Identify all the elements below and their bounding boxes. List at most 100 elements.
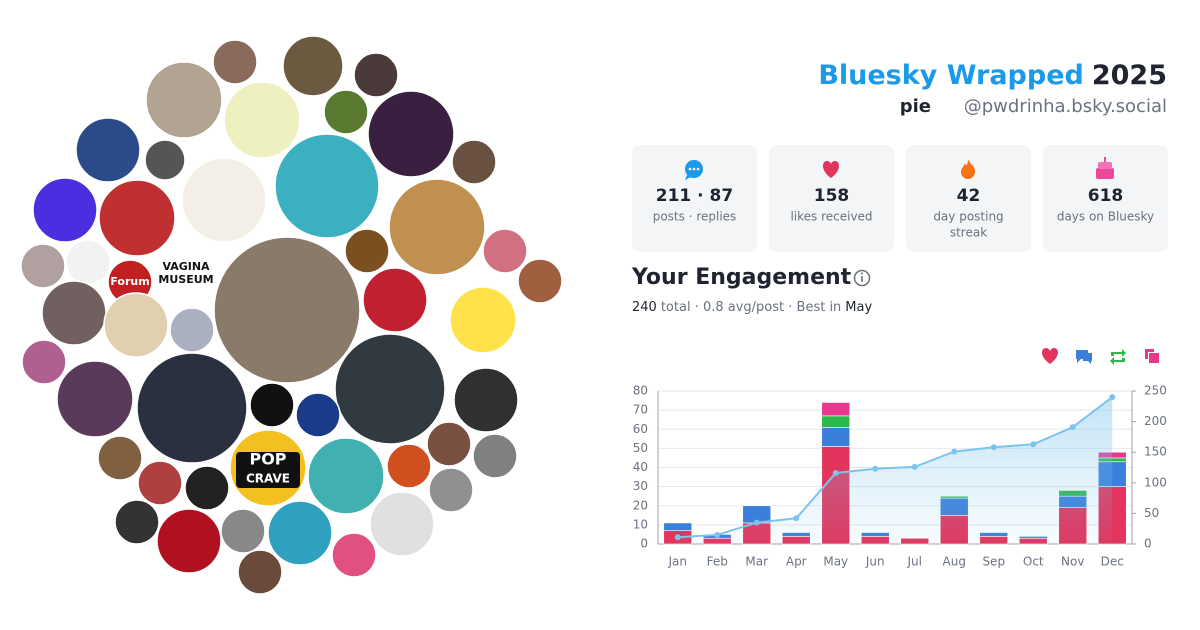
avatar	[184, 465, 230, 511]
bar-segment	[663, 522, 693, 531]
avatar	[426, 421, 472, 467]
avatar	[212, 39, 258, 85]
avatar	[75, 117, 141, 183]
line-point	[832, 470, 839, 477]
logo-text: VAGINA	[162, 260, 210, 273]
avatar	[98, 179, 176, 257]
x-tick-label: Feb	[707, 555, 728, 569]
avatar	[237, 549, 283, 595]
bar-segment	[821, 427, 851, 447]
legend-quote	[1145, 349, 1159, 363]
avatar	[331, 532, 377, 578]
cumulative-line	[677, 396, 1113, 539]
line-area	[677, 397, 1113, 544]
title-brand: Bluesky Wrapped	[818, 60, 1084, 91]
summary: total · 0.8 avg/post · Best in	[661, 300, 841, 315]
avatar	[137, 460, 183, 506]
y-tick-label: 70	[633, 403, 648, 417]
x-tick-label: Apr	[786, 555, 807, 569]
stat-card	[632, 145, 757, 252]
line-point	[793, 515, 800, 522]
line-point	[1030, 441, 1037, 448]
avatar	[386, 443, 432, 489]
stat-label: likes received	[790, 210, 872, 224]
engagement-chart: 0 10 20 30 40 50 60 70 80 0 50 100 150 200 250 Jan Feb Ma…	[633, 348, 1167, 569]
y-tick-label: 10	[633, 517, 648, 531]
stat-label: posts · replies	[653, 210, 737, 224]
y2-tick-label: 150	[1144, 445, 1167, 459]
avatar	[169, 307, 215, 353]
avatar	[295, 392, 341, 438]
avatar	[114, 499, 160, 545]
y-tick-label: 30	[633, 479, 648, 493]
cake-icon	[1096, 157, 1114, 179]
legend-like	[1041, 348, 1059, 364]
avatar	[517, 258, 563, 304]
avatar	[136, 352, 248, 464]
line-point	[990, 444, 997, 451]
avatar	[449, 286, 517, 354]
stat-label: day posting	[933, 210, 1003, 224]
line-point	[714, 531, 721, 538]
avatar	[334, 333, 446, 445]
avatar	[56, 360, 134, 438]
stat-cards: 211 · 87 posts · replies 158 likes recei…	[632, 145, 1168, 252]
stat-value: 158	[814, 186, 850, 206]
info-icon[interactable]	[853, 269, 871, 287]
avatar	[362, 267, 428, 333]
title-year: 2025	[1092, 60, 1167, 91]
x-tick-label: Sep	[982, 555, 1005, 569]
avatar	[428, 467, 474, 513]
heart-icon	[822, 161, 840, 178]
avatar	[282, 35, 344, 97]
x-tick-label: Nov	[1061, 555, 1084, 569]
avatar	[451, 139, 497, 185]
line-point	[872, 465, 879, 472]
x-tick-label: Jan	[668, 555, 688, 569]
x-tick-label: Jul	[907, 555, 922, 569]
chat-icon	[685, 160, 703, 180]
avatar	[482, 228, 528, 274]
logo-text: Forum	[110, 275, 149, 288]
stat-value: 42	[957, 186, 981, 206]
avatar	[367, 90, 455, 178]
stat-label: days on Bluesky	[1057, 210, 1154, 224]
avatar	[21, 339, 67, 385]
line-point	[1069, 424, 1076, 431]
line-point	[951, 448, 958, 455]
avatar	[20, 243, 66, 289]
x-tick-label: Oct	[1023, 555, 1044, 569]
y2-tick-label: 0	[1144, 537, 1152, 551]
avatar	[220, 508, 266, 554]
logo-text: POP	[249, 450, 286, 469]
avatar	[472, 433, 518, 479]
avatar	[156, 508, 222, 574]
avatar	[249, 382, 295, 428]
line-point	[1109, 394, 1116, 401]
avatar	[344, 228, 390, 274]
y-tick-label: 50	[633, 441, 648, 455]
y2-tick-label: 250	[1144, 384, 1167, 398]
y2-tick-label: 50	[1144, 506, 1159, 520]
legend-reply	[1076, 350, 1092, 364]
y2-tick-label: 200	[1144, 414, 1167, 428]
avatar	[65, 239, 111, 285]
stat-label: streak	[950, 226, 987, 240]
avatar	[181, 157, 267, 243]
x-tick-label: Mar	[745, 555, 768, 569]
bar-segment	[821, 402, 851, 417]
stat-card	[769, 145, 894, 252]
best-month: May	[845, 300, 872, 315]
y-tick-label: 0	[640, 537, 648, 551]
x-tick-label: Dec	[1101, 555, 1124, 569]
avatar	[353, 52, 399, 98]
x-tick-label: Jun	[865, 555, 885, 569]
avatar	[323, 89, 369, 135]
avatar	[223, 81, 301, 159]
logo-text: CRAVE	[246, 472, 290, 486]
avatar	[369, 491, 435, 557]
avatar	[213, 236, 361, 384]
x-tick-label: May	[823, 555, 848, 569]
